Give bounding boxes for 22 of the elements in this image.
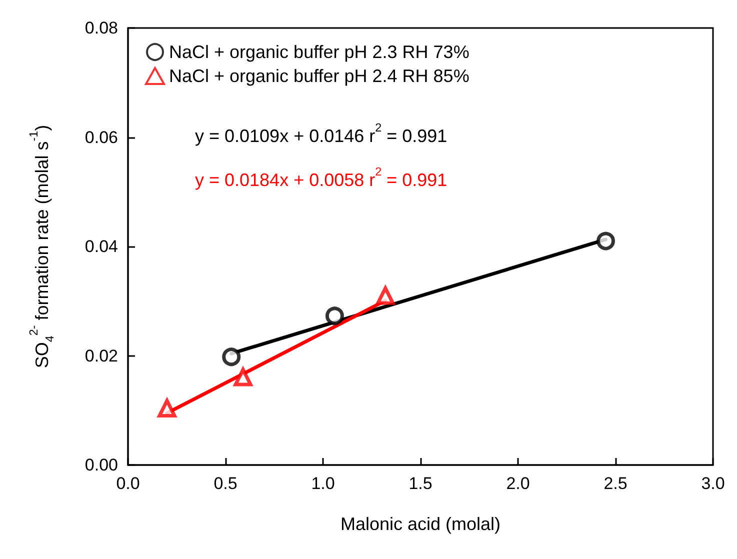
x-tick-label: 0.0 — [116, 474, 140, 493]
x-tick-label: 0.5 — [214, 474, 238, 493]
x-axis-title: Malonic acid (molal) — [340, 514, 501, 534]
point — [158, 398, 176, 418]
legend-label: NaCl + organic buffer pH 2.4 RH 85% — [169, 66, 470, 86]
legend-label: NaCl + organic buffer pH 2.3 RH 73% — [169, 42, 470, 62]
y-tick-label: 0.00 — [84, 456, 118, 474]
point — [325, 306, 344, 326]
point — [596, 232, 615, 250]
point — [222, 348, 241, 366]
y-tick-label: 0.04 — [84, 237, 118, 256]
x-tick-label: 1.0 — [311, 474, 335, 493]
point — [376, 286, 395, 305]
x-tick-label: 3.0 — [701, 474, 725, 493]
point — [234, 368, 252, 386]
x-tick-label: 1.5 — [408, 474, 432, 493]
x-tick-label: 2.5 — [604, 474, 628, 493]
y-axis-title: SO42- formation rate (molal s-1) — [28, 124, 56, 368]
y-tick-label: 0.08 — [84, 18, 118, 38]
y-tick-label: 0.06 — [84, 128, 118, 147]
x-tick-label: 2.0 — [506, 474, 530, 493]
y-tick-label: 0.02 — [84, 346, 118, 366]
